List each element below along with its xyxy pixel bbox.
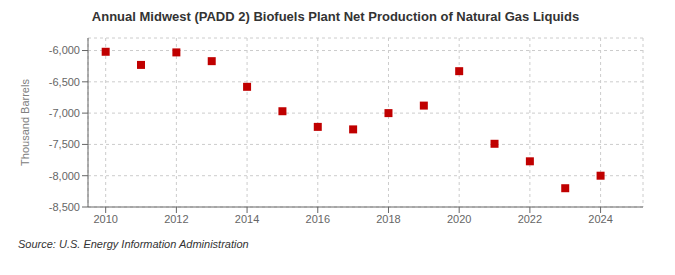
svg-text:2020: 2020 <box>447 213 471 225</box>
svg-text:-7,000: -7,000 <box>49 107 80 119</box>
svg-text:-7,500: -7,500 <box>49 138 80 150</box>
svg-text:2014: 2014 <box>235 213 259 225</box>
svg-text:-8,500: -8,500 <box>49 201 80 213</box>
html-text:Source: U.S. Energy Informatio: Source: U.S. Energy Information Administ… <box>18 238 249 250</box>
svg-text:2018: 2018 <box>376 213 400 225</box>
svg-text:-8,000: -8,000 <box>49 170 80 182</box>
svg-text:2016: 2016 <box>306 213 330 225</box>
svg-text:2022: 2022 <box>518 213 542 225</box>
svg-text:-6,000: -6,000 <box>49 44 80 56</box>
svg-text:2012: 2012 <box>164 213 188 225</box>
svg-text:2010: 2010 <box>93 213 117 225</box>
svg-text:Thousand Barrels: Thousand Barrels <box>19 79 31 166</box>
svg-text:2024: 2024 <box>588 213 612 225</box>
html-text:Annual Midwest (PADD 2) Biofue: Annual Midwest (PADD 2) Biofuels Plant N… <box>91 9 580 24</box>
svg-text:-6,500: -6,500 <box>49 76 80 88</box>
